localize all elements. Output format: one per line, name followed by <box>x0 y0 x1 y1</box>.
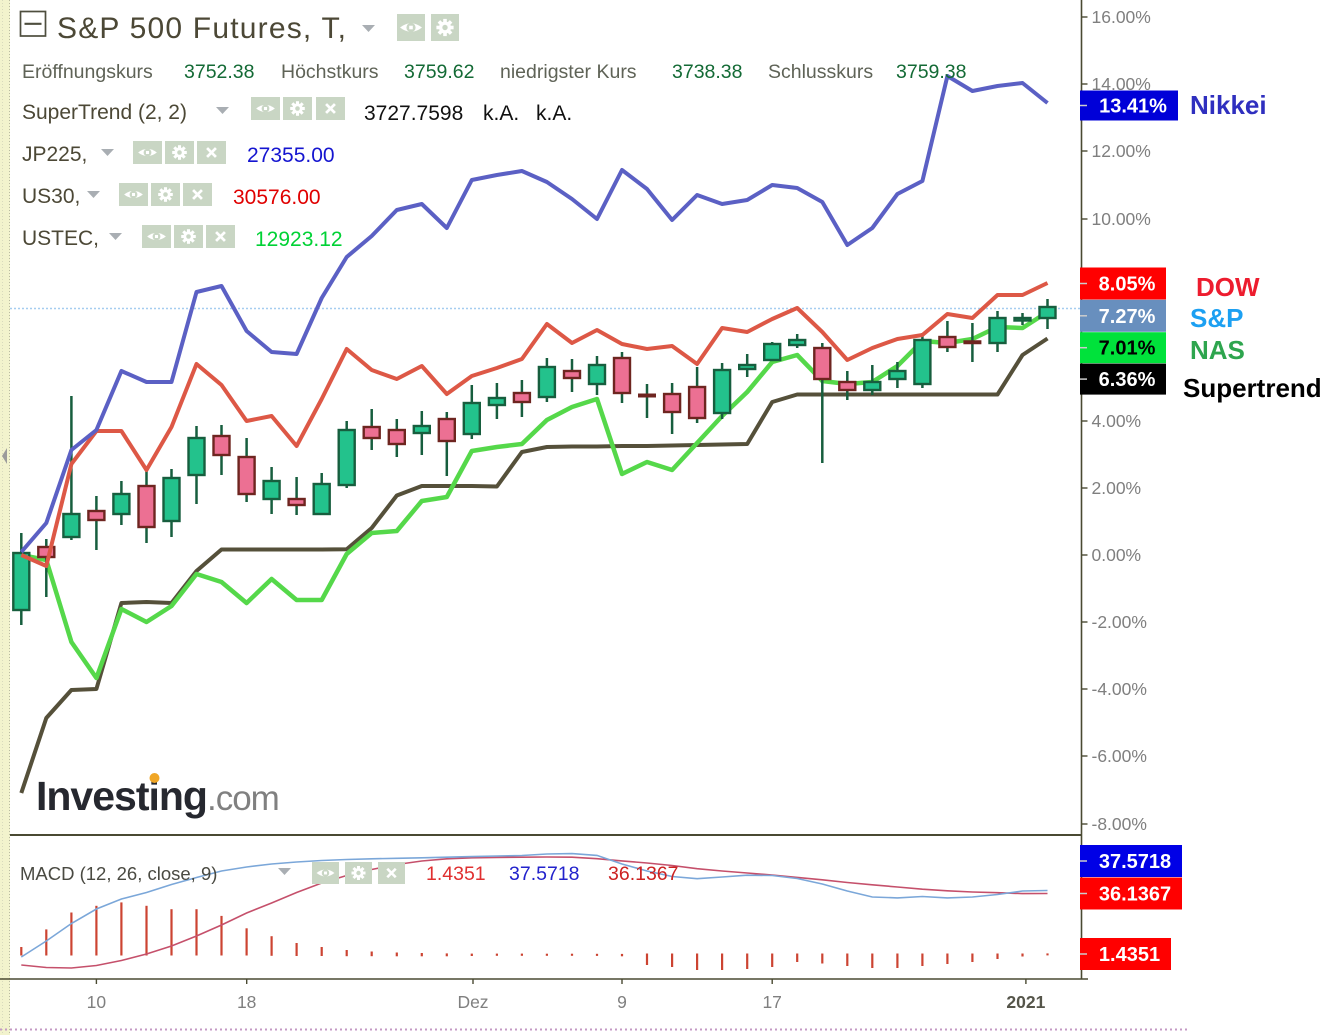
svg-text:-8.00%: -8.00% <box>1092 814 1147 834</box>
svg-text:Höchstkurs: Höchstkurs <box>281 61 379 83</box>
svg-text:9: 9 <box>617 992 627 1012</box>
svg-text:3727.7598: 3727.7598 <box>364 102 463 125</box>
svg-text:10.00%: 10.00% <box>1092 209 1151 229</box>
svg-text:Schlusskurs: Schlusskurs <box>768 61 873 83</box>
svg-text:3759.62: 3759.62 <box>404 61 475 83</box>
svg-text:3759.38: 3759.38 <box>896 61 967 83</box>
svg-text:1.4351: 1.4351 <box>1099 944 1160 966</box>
svg-text:S&P: S&P <box>1190 303 1243 333</box>
svg-text:k.A.: k.A. <box>536 102 572 125</box>
svg-text:k.A.: k.A. <box>483 102 519 125</box>
svg-text:US30,: US30, <box>22 185 80 208</box>
svg-text:3738.38: 3738.38 <box>672 61 743 83</box>
svg-text:0.00%: 0.00% <box>1092 545 1142 565</box>
svg-text:niedrigster Kurs: niedrigster Kurs <box>500 61 637 83</box>
svg-text:10: 10 <box>87 992 107 1012</box>
svg-text:JP225,: JP225, <box>22 143 87 166</box>
svg-text:USTEC,: USTEC, <box>22 227 99 250</box>
svg-text:18: 18 <box>237 992 256 1012</box>
svg-text:36.1367: 36.1367 <box>1099 884 1171 906</box>
svg-text:17: 17 <box>762 992 781 1012</box>
svg-text:7.27%: 7.27% <box>1099 306 1156 328</box>
svg-text:36.1367: 36.1367 <box>608 863 679 885</box>
svg-text:Supertrend: Supertrend <box>1183 373 1322 403</box>
svg-text:DOW: DOW <box>1196 272 1260 302</box>
svg-text:8.05%: 8.05% <box>1099 274 1156 296</box>
svg-text:13.41%: 13.41% <box>1099 96 1167 118</box>
svg-text:27355.00: 27355.00 <box>247 144 335 167</box>
svg-text:6.36%: 6.36% <box>1099 369 1156 391</box>
svg-text:12923.12: 12923.12 <box>255 228 343 251</box>
svg-text:37.5718: 37.5718 <box>509 863 580 885</box>
svg-text:4.00%: 4.00% <box>1092 411 1142 431</box>
svg-text:Dez: Dez <box>457 992 488 1012</box>
svg-text:2021: 2021 <box>1006 992 1045 1012</box>
svg-text:12.00%: 12.00% <box>1092 141 1151 161</box>
svg-text:NAS: NAS <box>1190 335 1245 365</box>
svg-text:3752.38: 3752.38 <box>184 61 255 83</box>
svg-text:37.5718: 37.5718 <box>1099 851 1171 873</box>
svg-text:2.00%: 2.00% <box>1092 478 1142 498</box>
svg-text:SuperTrend (2, 2): SuperTrend (2, 2) <box>22 101 187 124</box>
svg-text:Nikkei: Nikkei <box>1190 90 1267 120</box>
svg-text:16.00%: 16.00% <box>1092 7 1151 27</box>
svg-text:S&P 500 Futures, T,: S&P 500 Futures, T, <box>57 12 347 45</box>
svg-text:7.01%: 7.01% <box>1099 338 1156 360</box>
svg-text:-6.00%: -6.00% <box>1092 746 1147 766</box>
svg-text:-2.00%: -2.00% <box>1092 612 1147 632</box>
svg-text:MACD (12, 26, close, 9): MACD (12, 26, close, 9) <box>20 863 217 884</box>
svg-text:-4.00%: -4.00% <box>1092 679 1147 699</box>
svg-text:14.00%: 14.00% <box>1092 74 1151 94</box>
svg-text:1.4351: 1.4351 <box>426 863 486 885</box>
svg-text:30576.00: 30576.00 <box>233 186 321 209</box>
svg-text:Eröffnungskurs: Eröffnungskurs <box>22 61 153 83</box>
